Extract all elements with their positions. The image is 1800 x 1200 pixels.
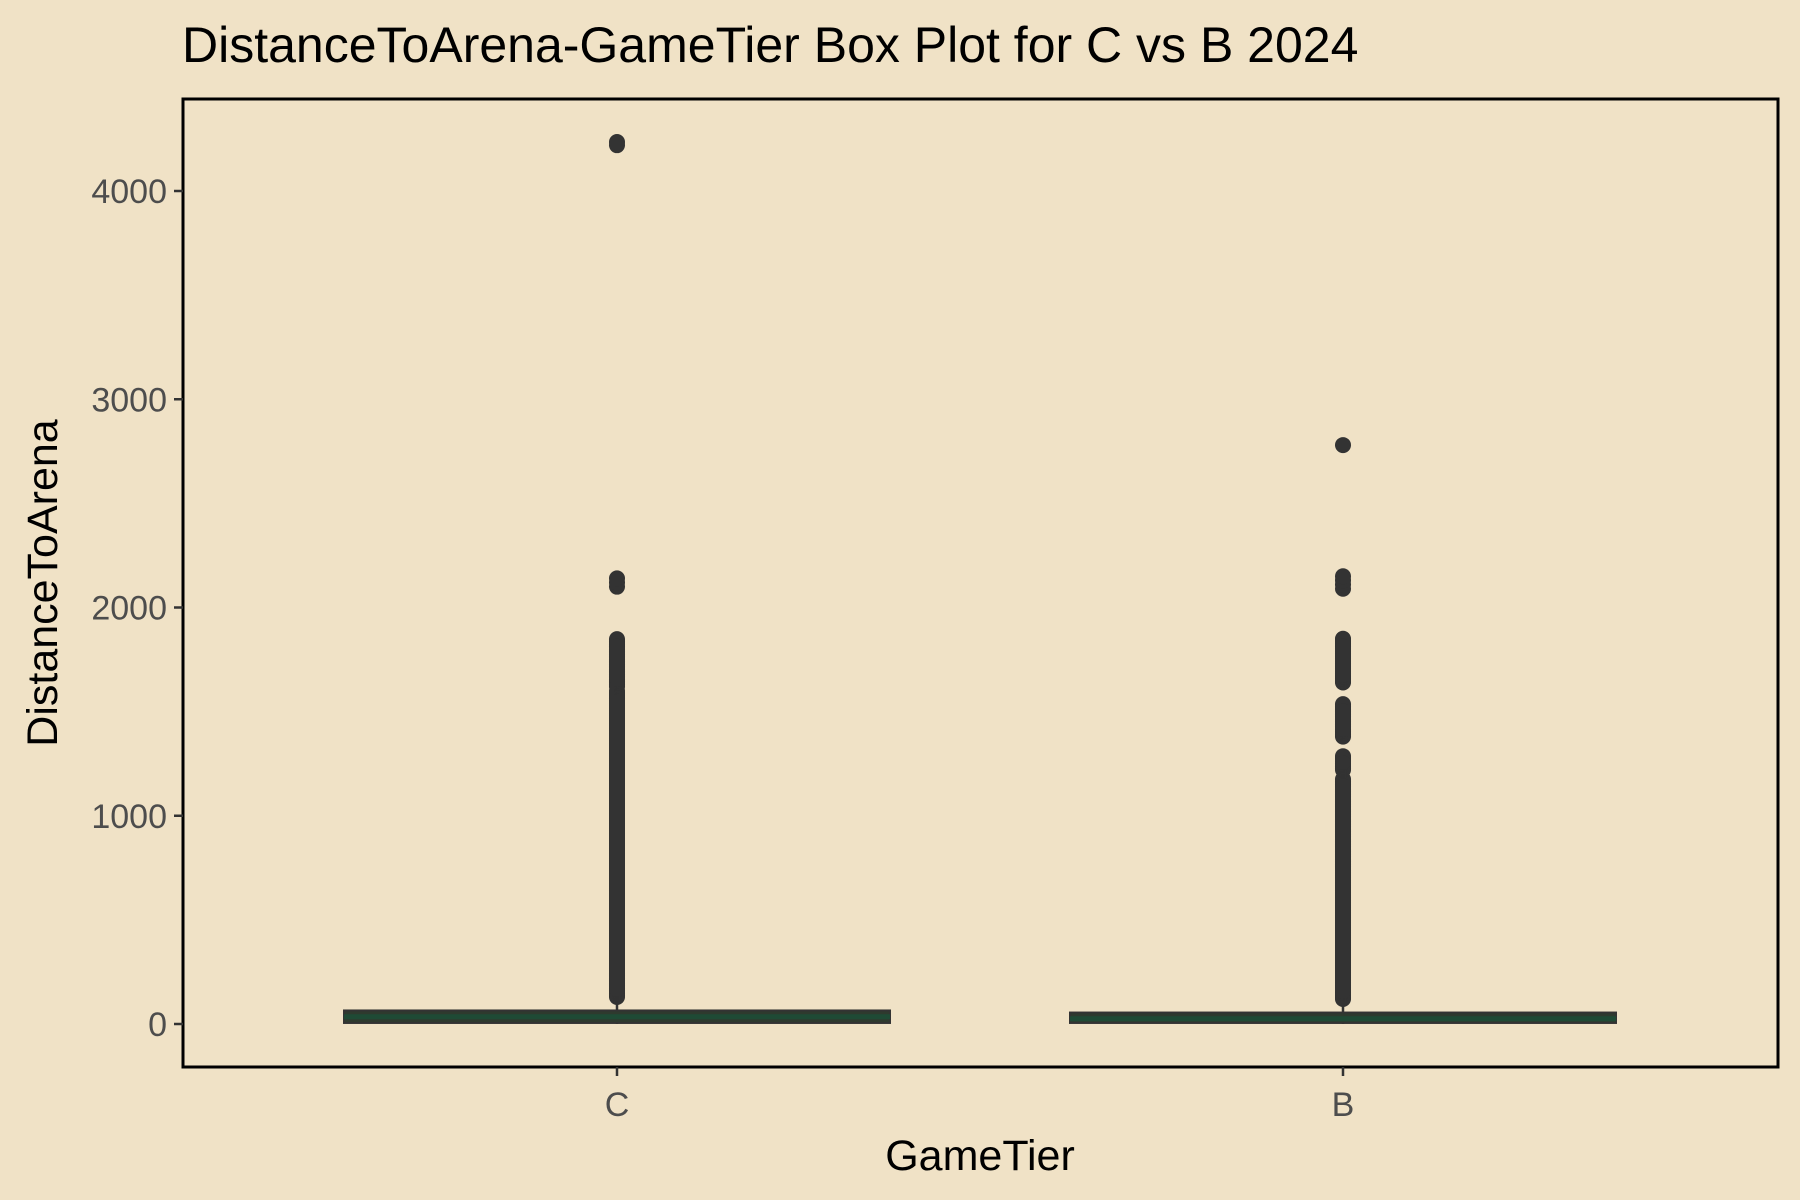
box-series	[343, 134, 1617, 1024]
box-b	[1069, 437, 1617, 1024]
outlier-point	[609, 570, 625, 587]
outlier-points	[1335, 437, 1351, 1008]
outlier-point	[609, 134, 625, 151]
box-c	[343, 134, 891, 1024]
y-tick-label: 4000	[91, 173, 167, 211]
outlier-range	[1335, 638, 1351, 683]
x-tick-label: B	[1332, 1086, 1355, 1124]
y-tick-label: 3000	[91, 381, 167, 419]
y-axis: 0 1000 2000 3000 4000	[91, 173, 183, 1044]
outlier-points	[609, 134, 625, 1005]
outlier-range	[1335, 703, 1351, 737]
outlier-point	[1335, 568, 1351, 585]
y-tick-label: 0	[148, 1006, 167, 1044]
chart-title: DistanceToArena-GameTier Box Plot for C …	[182, 17, 1358, 73]
y-tick-label: 1000	[91, 798, 167, 836]
outlier-point	[1335, 437, 1351, 454]
outlier-range	[1335, 755, 1351, 770]
outlier-range	[609, 690, 625, 997]
outlier-range	[1335, 778, 1351, 1000]
outlier-range	[609, 638, 625, 687]
y-axis-title: DistanceToArena	[19, 419, 67, 747]
x-axis-title: GameTier	[885, 1132, 1075, 1180]
y-tick-label: 2000	[91, 590, 167, 628]
panel-border	[181, 97, 1780, 1069]
x-tick-label: C	[605, 1086, 630, 1124]
